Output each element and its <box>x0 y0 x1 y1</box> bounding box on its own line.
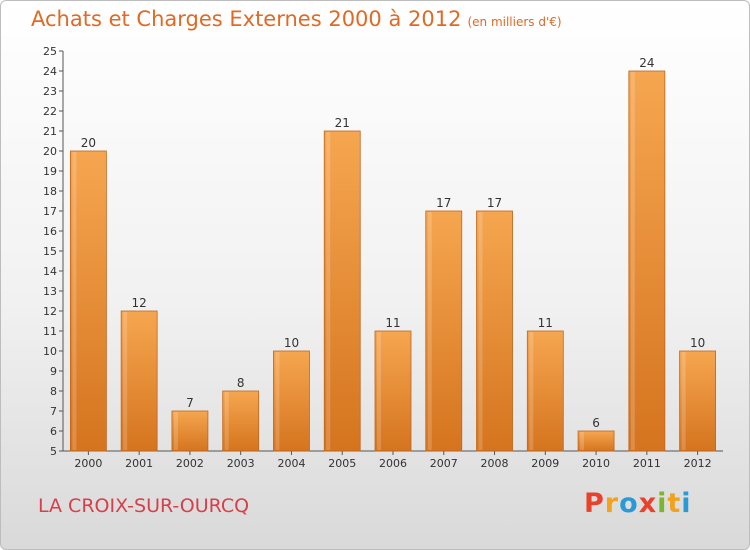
y-tick-label: 6 <box>50 425 57 438</box>
y-tick-label: 18 <box>43 185 57 198</box>
bar-2012 <box>679 350 717 452</box>
bar-highlight <box>224 392 229 450</box>
axes: 5 6 7 8 9 10 11 12 13 14 15 16 17 18 19 20 21 22 23 24 25 200… <box>43 45 723 470</box>
logo-letter: o <box>619 488 639 519</box>
x-tick-label-2008: 2008 <box>481 457 509 470</box>
value-label-2004: 10 <box>284 336 299 350</box>
y-tick-label: 17 <box>43 205 57 218</box>
proxiti-logo: Proxiti <box>584 488 692 519</box>
unit-label: (en milliers d'€) <box>467 15 562 29</box>
y-tick-label: 8 <box>50 385 57 398</box>
bar-highlight <box>580 432 585 450</box>
y-tick-label: 19 <box>43 165 57 178</box>
bar-2004 <box>273 350 310 452</box>
x-tick-label-2000: 2000 <box>74 457 102 470</box>
bar-2000 <box>69 150 107 452</box>
bars-group <box>69 70 717 452</box>
x-tick-label-2002: 2002 <box>176 457 204 470</box>
bar-2001 <box>120 310 158 452</box>
value-label-2005: 21 <box>335 116 350 130</box>
value-label-2012: 10 <box>690 336 705 350</box>
x-tick-label-2009: 2009 <box>531 457 559 470</box>
bar-2002 <box>171 410 209 452</box>
y-tick-label: 22 <box>43 105 57 118</box>
x-tick-label-2011: 2011 <box>633 457 661 470</box>
bar-2007 <box>425 210 463 452</box>
value-label-2002: 7 <box>186 396 194 410</box>
value-label-2010: 6 <box>592 416 600 430</box>
y-tick-label: 20 <box>43 145 57 158</box>
y-tick-label: 12 <box>43 305 57 318</box>
bar-highlight <box>326 132 331 450</box>
bar-2008 <box>476 210 513 452</box>
bar-2009 <box>526 330 564 452</box>
x-tick-label-2012: 2012 <box>684 457 712 470</box>
logo-letter: i <box>681 488 692 519</box>
bar-highlight <box>529 332 534 450</box>
bar-2010 <box>577 430 615 452</box>
y-tick-label: 24 <box>43 65 57 78</box>
bar-2011 <box>628 70 666 452</box>
y-tick-label: 15 <box>43 245 57 258</box>
y-tick-label: 9 <box>50 365 57 378</box>
x-tick-label-2005: 2005 <box>328 457 356 470</box>
bar-highlight <box>630 72 635 450</box>
bar-highlight <box>173 412 178 450</box>
y-tick-label: 5 <box>50 445 57 458</box>
bar-2006 <box>374 330 412 452</box>
y-tick-label: 23 <box>43 85 57 98</box>
bar-highlight <box>427 212 432 450</box>
y-tick-label: 7 <box>50 405 57 418</box>
x-tick-label-2007: 2007 <box>430 457 458 470</box>
logo-letter: x <box>638 488 658 519</box>
bar-2005 <box>323 130 361 452</box>
logo-letter: i <box>657 488 668 519</box>
chart-title: Achats et Charges Externes 2000 à 2012 (e… <box>31 7 562 31</box>
bar-highlight <box>123 312 128 450</box>
value-labels-group: 20 12 7 8 10 21 11 17 17 11 6 24 10 <box>81 56 706 430</box>
y-tick-label: 14 <box>43 265 57 278</box>
logo-letter: r <box>604 488 620 519</box>
bar-highlight <box>681 352 686 450</box>
y-tick-label: 16 <box>43 225 57 238</box>
y-tick-label: 13 <box>43 285 57 298</box>
y-tick-label: 25 <box>43 45 57 58</box>
x-tick-label-2004: 2004 <box>277 457 305 470</box>
y-tick-label: 21 <box>43 125 57 138</box>
value-label-2009: 11 <box>538 316 553 330</box>
logo-letter: t <box>667 488 682 519</box>
y-tick-label: 10 <box>43 345 57 358</box>
bar-highlight <box>377 332 381 450</box>
bar-highlight <box>72 152 77 450</box>
x-tick-label-2006: 2006 <box>379 457 407 470</box>
value-label-2000: 20 <box>81 136 96 150</box>
value-label-2008: 17 <box>487 196 502 210</box>
commune-name: LA CROIX-SUR-OURCQ <box>38 495 250 517</box>
bar-highlight <box>275 352 280 450</box>
chart-title-text: Achats et Charges Externes 2000 à 2012 <box>31 7 462 31</box>
bar-2003 <box>222 390 260 452</box>
logo-letter: P <box>584 488 605 519</box>
x-tick-label-2001: 2001 <box>125 457 153 470</box>
value-label-2006: 11 <box>385 316 400 330</box>
x-tick-label-2003: 2003 <box>227 457 255 470</box>
value-label-2003: 8 <box>237 376 245 390</box>
value-label-2001: 12 <box>132 296 147 310</box>
x-tick-label-2010: 2010 <box>582 457 610 470</box>
bar-highlight <box>478 212 483 450</box>
y-tick-label: 11 <box>43 325 57 338</box>
value-label-2007: 17 <box>436 196 451 210</box>
value-label-2011: 24 <box>639 56 654 70</box>
